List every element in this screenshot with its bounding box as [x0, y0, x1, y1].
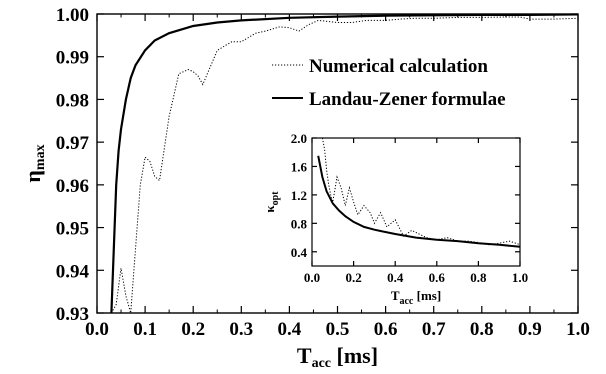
y-tick-label: 0.8: [291, 216, 308, 231]
x-tick-label: 0.0: [85, 319, 109, 340]
series-numerical-line: [110, 16, 578, 313]
legend-box: [267, 45, 570, 124]
y-tick-label: 0.99: [56, 48, 89, 69]
y-tick-label: 0.96: [56, 176, 89, 197]
x-tick-label: 0.9: [518, 319, 542, 340]
x-tick-label: 0.4: [387, 270, 404, 285]
y-tick-label: 0.98: [56, 90, 89, 111]
y-tick-label: 2.0: [291, 131, 307, 146]
series-landau-zener-line: [110, 14, 578, 313]
x-tick-label: 0.2: [345, 270, 361, 285]
x-tick-label: 0.0: [304, 270, 320, 285]
y-tick-label: 0.97: [56, 133, 90, 154]
x-tick-label: 0.8: [470, 270, 487, 285]
x-axis-title: Tacc [ms]: [391, 288, 441, 307]
inset-plot-frame: [311, 137, 521, 267]
inset-background: [312, 138, 520, 266]
legend-label: Numerical calculation: [309, 56, 488, 77]
y-tick-label: 0.95: [56, 219, 89, 240]
x-tick-label: 0.6: [429, 270, 446, 285]
x-tick-label: 0.3: [229, 319, 253, 340]
y-axis-title: ηmax: [20, 144, 48, 182]
inset-series-landau-zener-line: [317, 155, 520, 248]
legend: Numerical calculation Landau-Zener formul…: [267, 45, 570, 124]
y-axis-title: κopt: [262, 191, 281, 213]
main-plot: 0.0 0.1 0.2 0.3 0.4 0.5 0.6 0.7 0.8 0.9 1.0 0.93 0.9…: [20, 5, 590, 371]
legend-label: Landau-Zener formulae: [309, 89, 506, 110]
y-tick-label: 1.6: [291, 159, 308, 174]
x-axis-title: Tacc [ms]: [297, 343, 378, 371]
x-tick-label: 1.0: [566, 319, 590, 340]
x-tick-label: 0.2: [181, 319, 205, 340]
inset-plot: 0.0 0.2 0.4 0.6 0.8 1.0 0.4 0.8 1.2 1.6 2.0 Tacc [m…: [262, 131, 528, 307]
x-tick-label: 0.5: [326, 319, 350, 340]
x-tick-label: 0.1: [133, 319, 157, 340]
y-tick-label: 1.00: [56, 5, 89, 26]
x-tick-label: 0.7: [422, 319, 446, 340]
y-tick-label: 0.94: [56, 261, 90, 282]
y-tick-label: 0.93: [56, 304, 89, 325]
y-tick-label: 1.2: [291, 188, 307, 203]
y-tick-label: 0.4: [291, 245, 308, 260]
x-tick-label: 0.4: [278, 319, 302, 340]
x-tick-label: 1.0: [512, 270, 528, 285]
x-tick-label: 0.8: [470, 319, 494, 340]
x-tick-label: 0.6: [374, 319, 398, 340]
